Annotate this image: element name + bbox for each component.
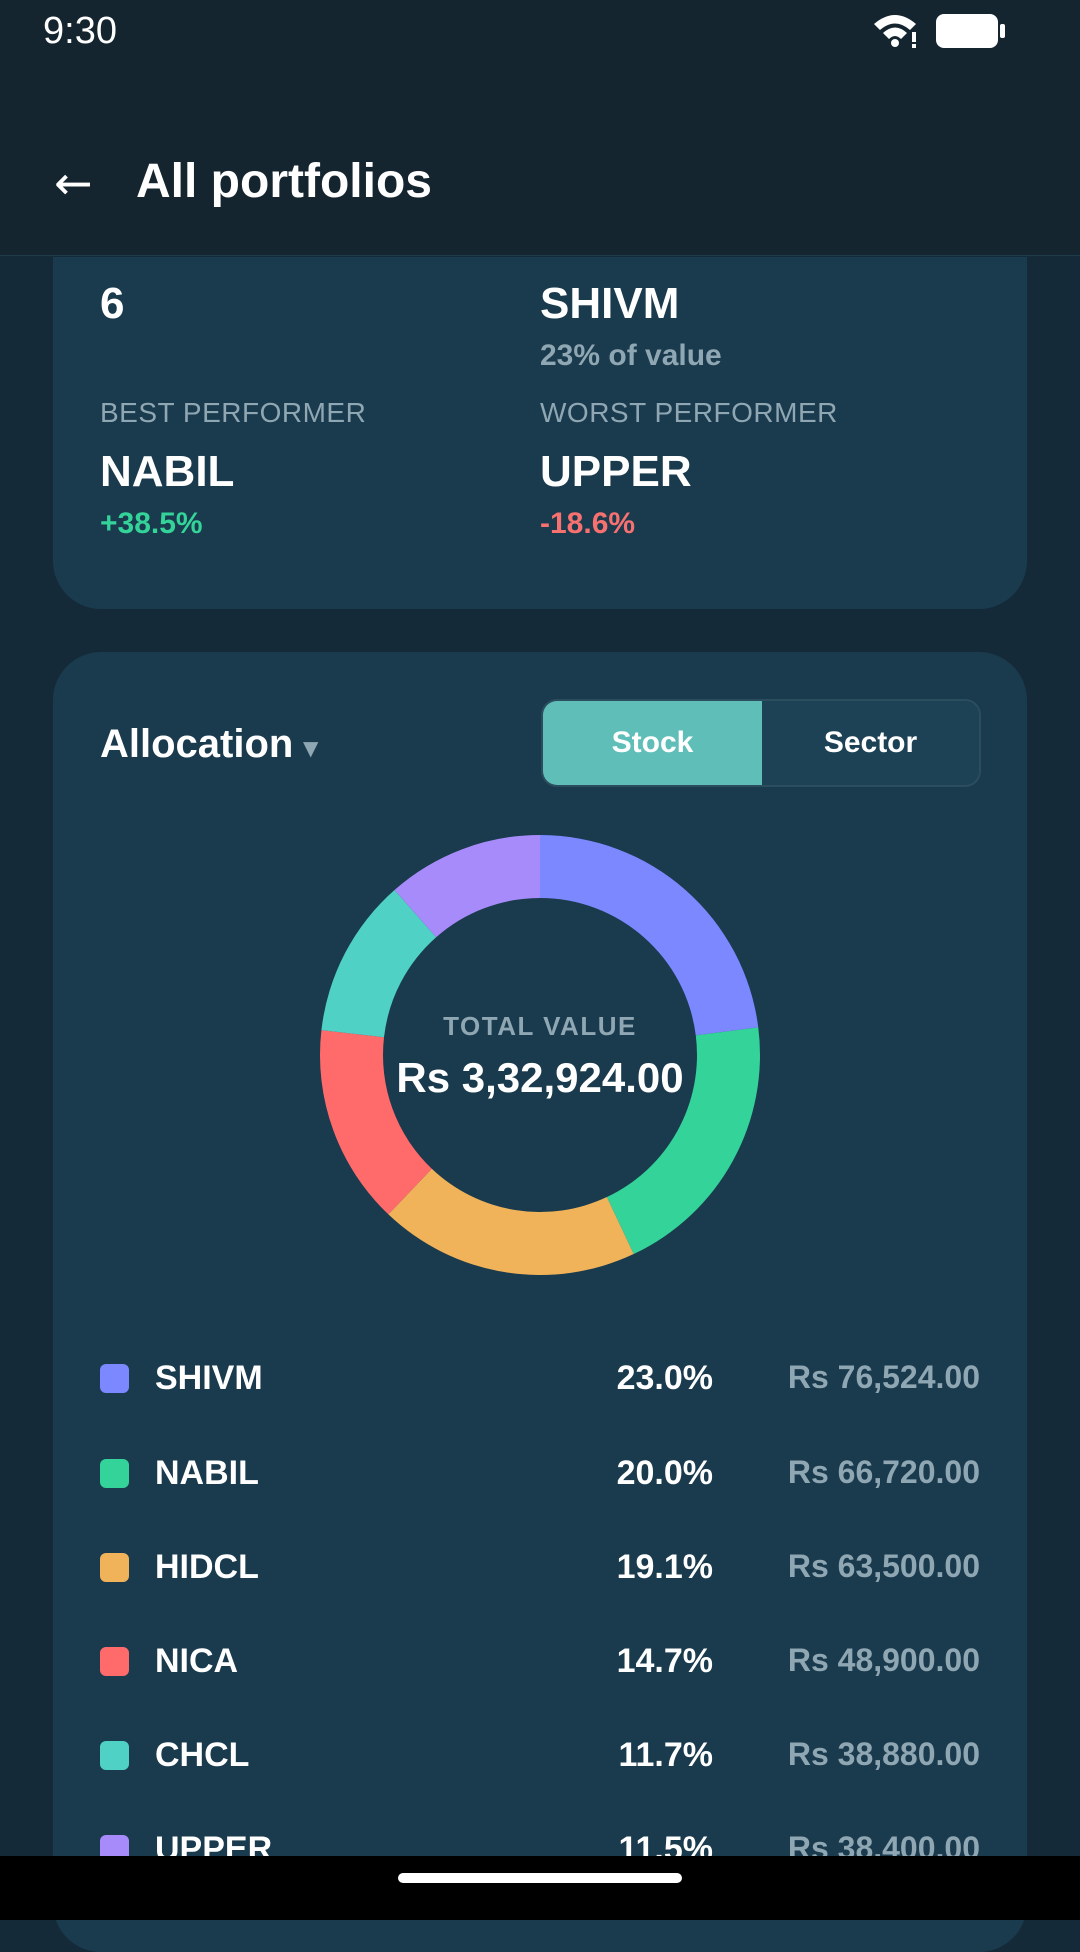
app-bar: ← All portfolios	[0, 60, 1080, 256]
legend-row-nica[interactable]: NICA 14.7% Rs 48,900.00	[53, 1632, 1027, 1692]
worst-performer-symbol: UPPER	[540, 447, 692, 496]
page-title: All portfolios	[136, 155, 432, 208]
allocation-title[interactable]: Allocation	[100, 722, 294, 766]
donut-slice-shivm[interactable]	[540, 835, 759, 1036]
top-holding-note: 23% of value	[540, 339, 722, 372]
legend-swatch	[100, 1741, 129, 1770]
legend-swatch	[100, 1647, 129, 1676]
legend-name: SHIVM	[155, 1359, 263, 1397]
donut-center-label: TOTAL VALUE	[443, 1011, 637, 1041]
chevron-down-icon[interactable]: ▼	[303, 736, 319, 760]
legend-percent: 19.1%	[616, 1548, 713, 1586]
holdings-count: 6	[100, 279, 125, 328]
legend-swatch	[100, 1364, 129, 1393]
donut-slice-hidcl[interactable]	[388, 1168, 634, 1275]
toggle-sector-button[interactable]: Sector	[762, 701, 979, 785]
legend-row-chcl[interactable]: CHCL 11.7% Rs 38,880.00	[53, 1726, 1027, 1786]
best-performer-change: +38.5%	[100, 507, 203, 540]
legend-swatch	[100, 1553, 129, 1582]
back-arrow-icon[interactable]: ←	[54, 156, 93, 210]
legend-name: NICA	[155, 1642, 239, 1680]
legend-percent: 23.0%	[616, 1359, 713, 1397]
donut-slice-nica[interactable]	[320, 1030, 432, 1215]
legend-row-nabil[interactable]: NABIL 20.0% Rs 66,720.00	[53, 1444, 1027, 1504]
donut-slice-nabil[interactable]	[606, 1027, 760, 1255]
battery-icon	[936, 14, 1005, 48]
legend-percent: 11.7%	[618, 1736, 713, 1774]
legend-name: CHCL	[155, 1736, 250, 1774]
system-nav-bar	[0, 1856, 1080, 1920]
legend-value: Rs 66,720.00	[787, 1454, 980, 1490]
legend-percent: 20.0%	[616, 1454, 713, 1492]
donut-slice-upper[interactable]	[394, 835, 540, 938]
status-bar: 9:30	[0, 0, 1080, 60]
legend-value: Rs 76,524.00	[787, 1359, 980, 1395]
legend-value: Rs 48,900.00	[787, 1642, 980, 1678]
legend-percent: 14.7%	[616, 1642, 713, 1680]
donut-slice-chcl[interactable]	[321, 889, 437, 1038]
worst-performer-change: -18.6%	[540, 507, 636, 540]
top-holding-symbol: SHIVM	[540, 279, 680, 328]
allocation-toggle: Stock Sector	[541, 699, 981, 787]
donut-center-value: Rs 3,32,924.00	[396, 1054, 683, 1101]
home-indicator[interactable]	[398, 1873, 682, 1883]
legend-row-hidcl[interactable]: HIDCL 19.1% Rs 63,500.00	[53, 1538, 1027, 1598]
legend-name: HIDCL	[155, 1548, 259, 1586]
toggle-stock-button[interactable]: Stock	[543, 701, 762, 785]
legend-value: Rs 63,500.00	[787, 1548, 980, 1584]
legend-row-shivm[interactable]: SHIVM 23.0% Rs 76,524.00	[53, 1349, 1027, 1409]
legend-swatch	[100, 1459, 129, 1488]
allocation-donut-chart: TOTAL VALUE Rs 3,32,924.00	[320, 835, 760, 1275]
allocation-card: Allocation ▼ Stock Sector TOTAL VALUE Rs…	[53, 652, 1027, 1952]
portfolio-summary-card: 6 SHIVM 23% of value BEST PERFORMER NABI…	[53, 257, 1027, 609]
worst-performer-label: WORST PERFORMER	[540, 397, 838, 428]
status-time: 9:30	[43, 10, 117, 52]
wifi-icon	[874, 15, 916, 48]
legend-value: Rs 38,880.00	[787, 1736, 980, 1772]
best-performer-label: BEST PERFORMER	[100, 397, 367, 428]
legend-name: NABIL	[155, 1454, 259, 1492]
best-performer-symbol: NABIL	[100, 447, 235, 496]
